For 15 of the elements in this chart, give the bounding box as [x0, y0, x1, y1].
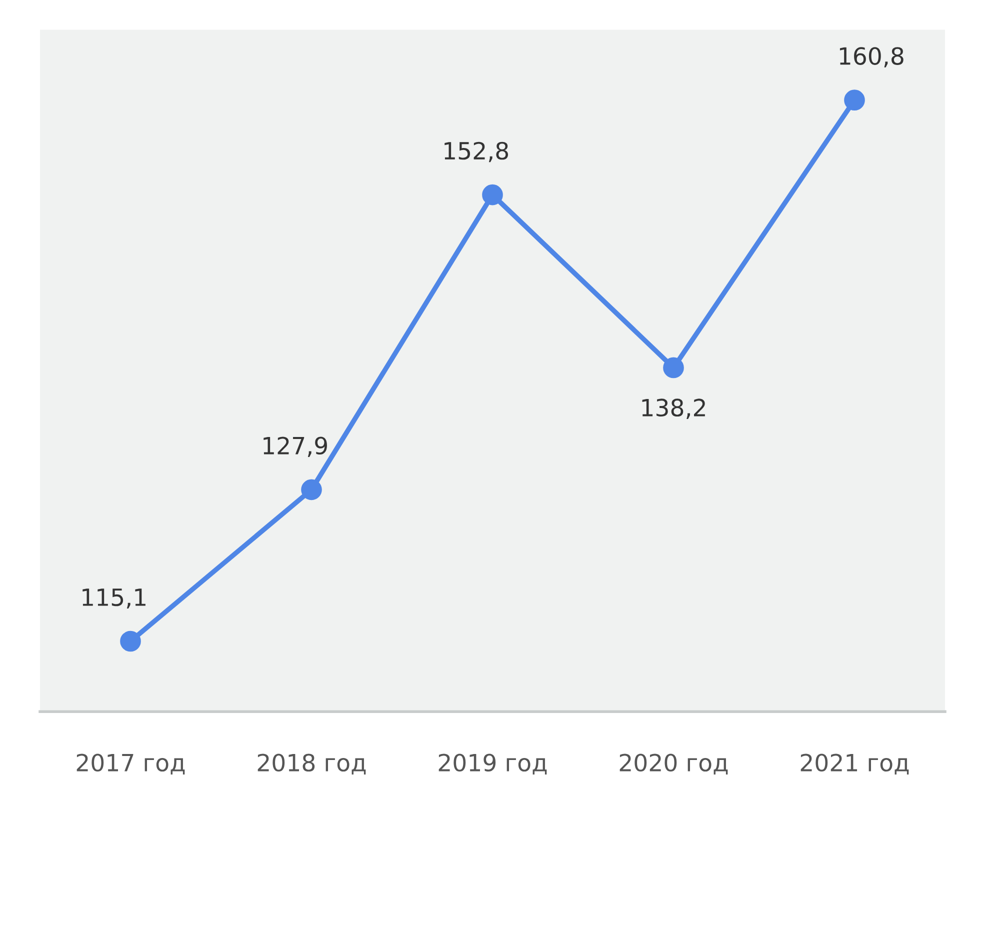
- point: [482, 184, 503, 206]
- x-tick-label: 2020 год: [620, 754, 728, 774]
- data-label: 127,9: [264, 436, 327, 457]
- x-tick-label: 2021 год: [800, 754, 909, 774]
- point: [663, 357, 684, 378]
- data-label: 160,8: [840, 47, 904, 68]
- point: [120, 630, 141, 652]
- data-label: 152,8: [444, 142, 508, 162]
- x-tick-label: 2018 год: [258, 754, 366, 774]
- point: [844, 90, 865, 110]
- data-label: 115,1: [82, 588, 146, 609]
- x-tick-label: 2019 год: [438, 754, 547, 774]
- data-label: 138,2: [642, 398, 705, 419]
- x-tick-label: 2017 год: [76, 754, 185, 774]
- point: [301, 479, 322, 500]
